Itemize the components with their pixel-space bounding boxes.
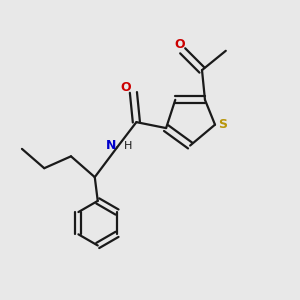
Text: N: N xyxy=(106,140,116,152)
Text: O: O xyxy=(121,82,131,94)
Text: H: H xyxy=(124,141,133,151)
Text: S: S xyxy=(218,118,227,131)
Text: O: O xyxy=(174,38,185,51)
